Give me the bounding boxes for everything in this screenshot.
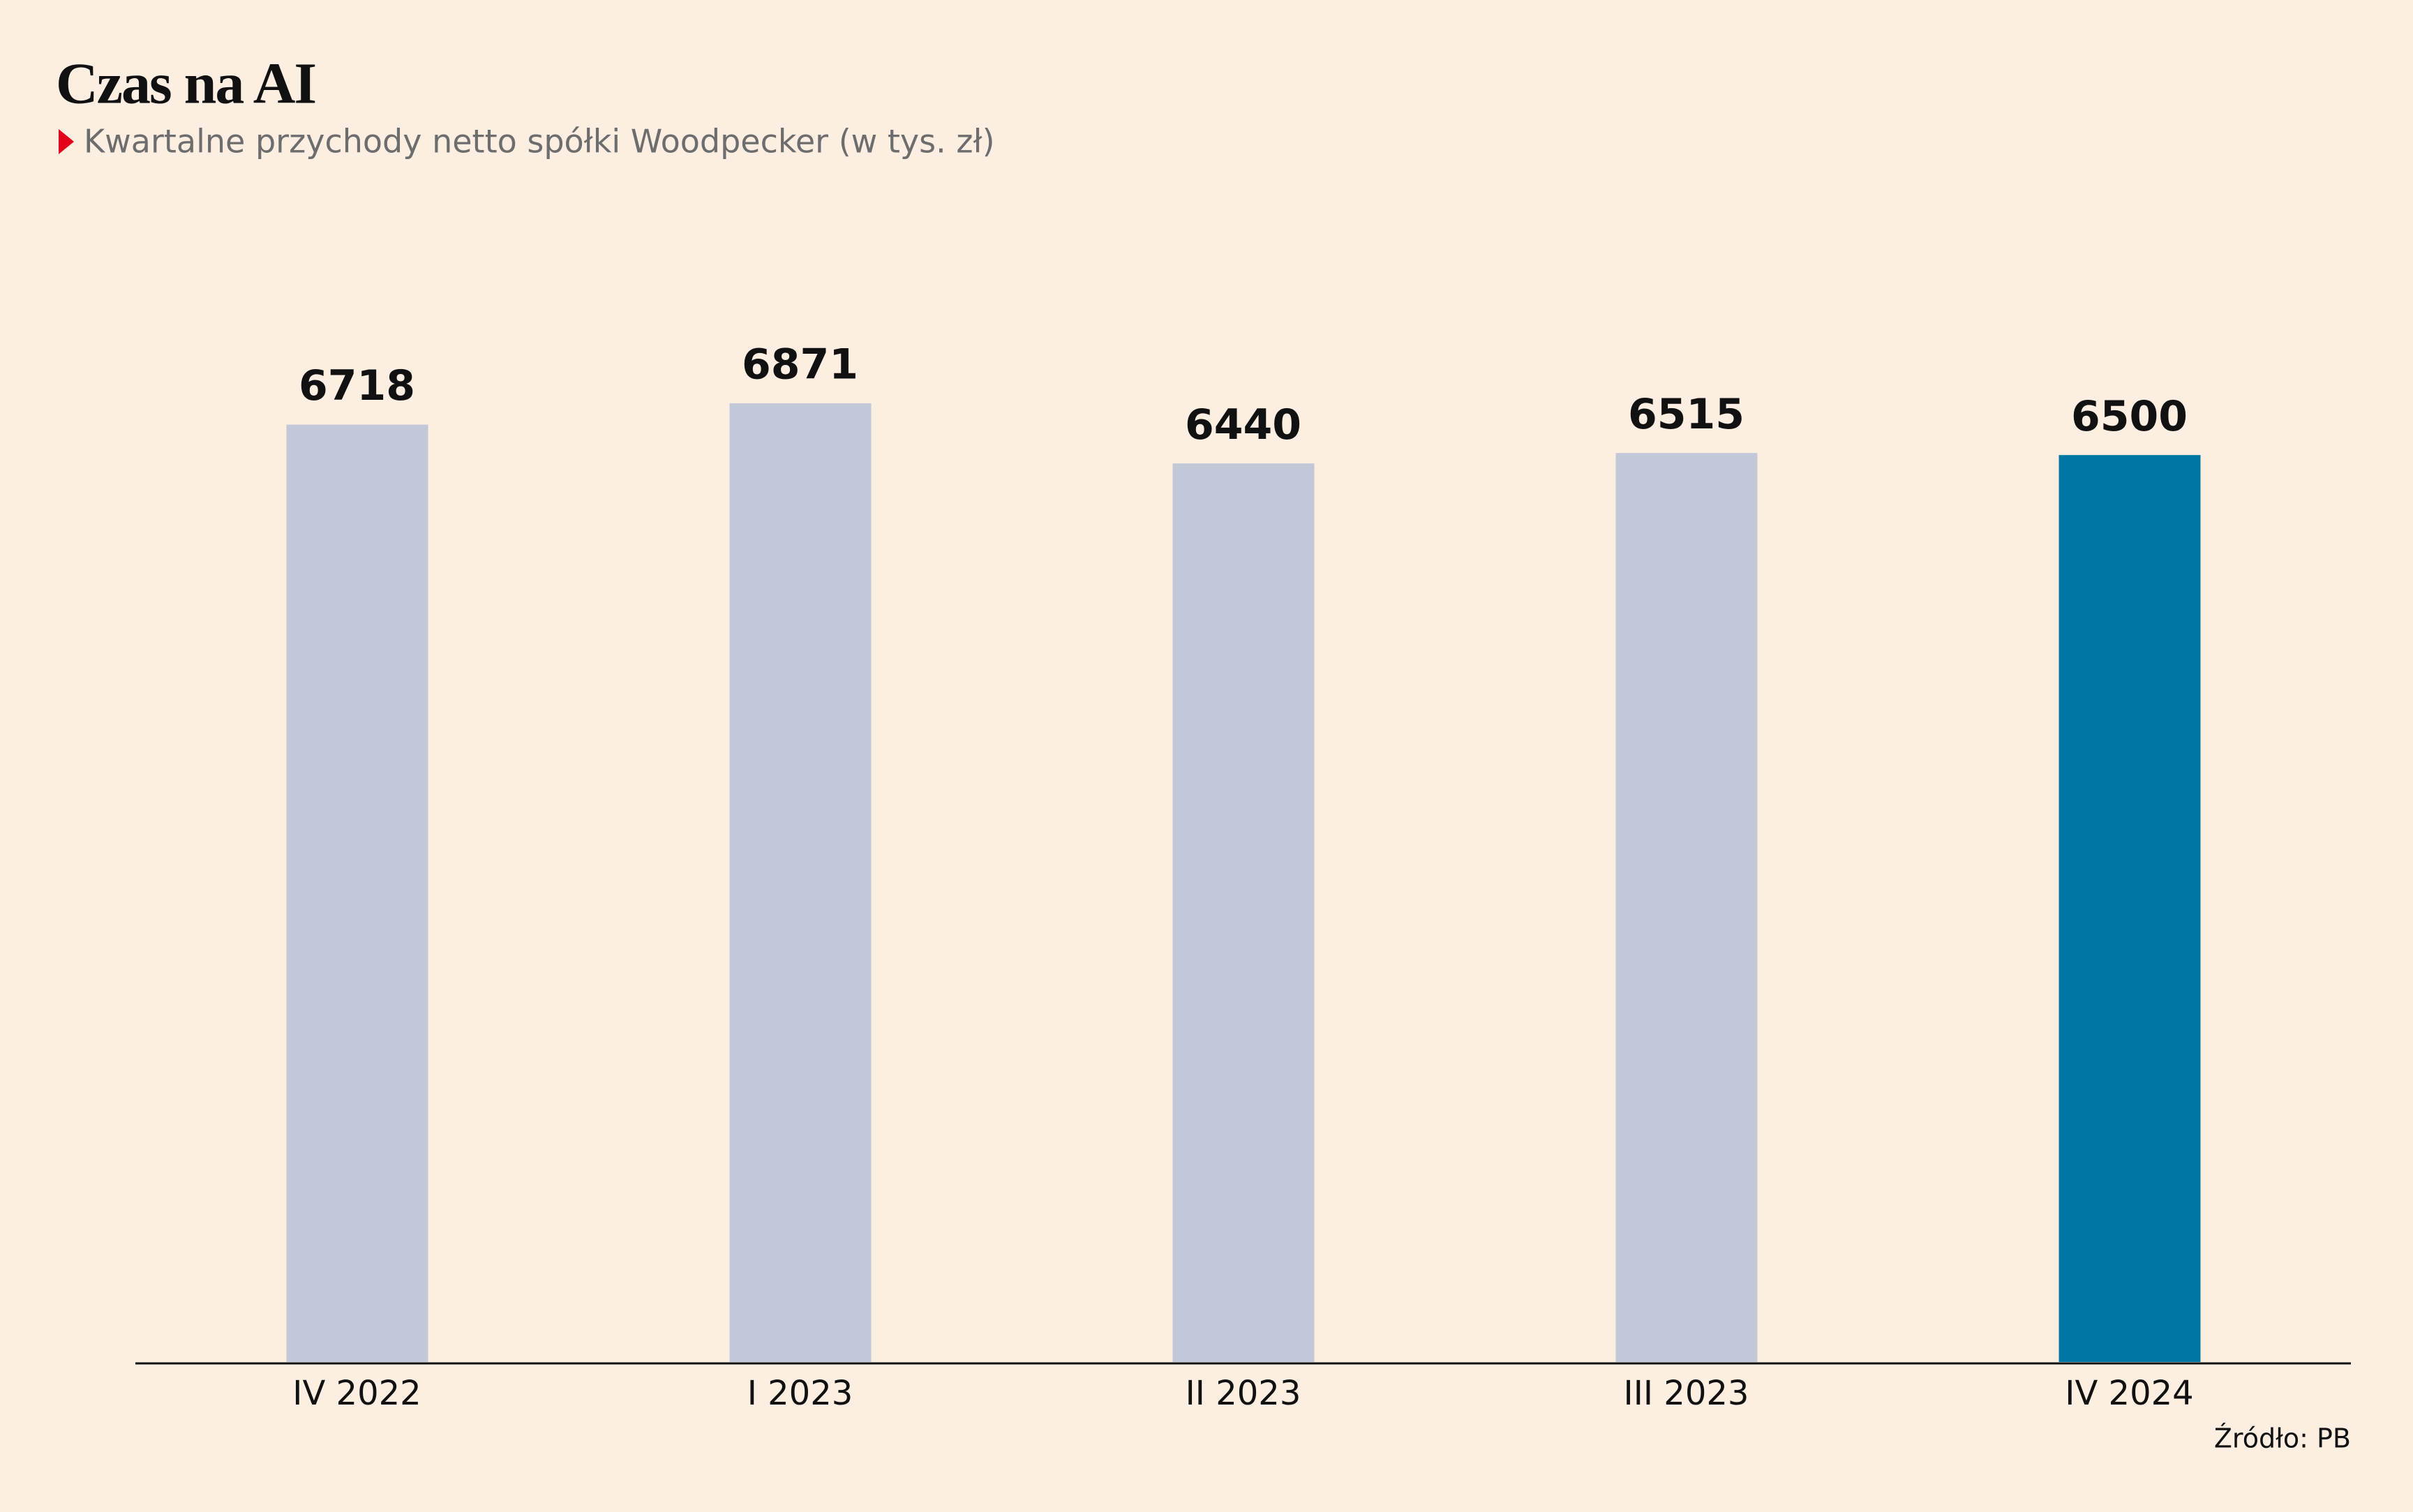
- bar: [286, 424, 428, 1363]
- value-label: 6440: [1185, 401, 1301, 449]
- x-tick-label: III 2023: [1624, 1374, 1749, 1413]
- chart-title: Czas na AI: [56, 51, 315, 116]
- bar: [1615, 453, 1758, 1362]
- chart-subtitle: Kwartalne przychody netto spółki Woodpec…: [84, 123, 995, 160]
- value-label: 6718: [299, 361, 415, 410]
- value-label: 6515: [1628, 390, 1745, 439]
- x-tick-label: II 2023: [1186, 1374, 1301, 1413]
- value-label: 6500: [2071, 392, 2188, 441]
- bar: [1172, 463, 1315, 1362]
- x-tick-label: IV 2024: [2065, 1374, 2193, 1413]
- subtitle-marker: [59, 129, 74, 154]
- x-tick-label: IV 2022: [292, 1374, 421, 1413]
- bar: [729, 403, 872, 1362]
- x-tick-label: I 2023: [747, 1374, 853, 1413]
- value-label: 6871: [742, 340, 858, 389]
- source: Źródło: PB: [2214, 1423, 2351, 1454]
- bar: [2059, 455, 2201, 1362]
